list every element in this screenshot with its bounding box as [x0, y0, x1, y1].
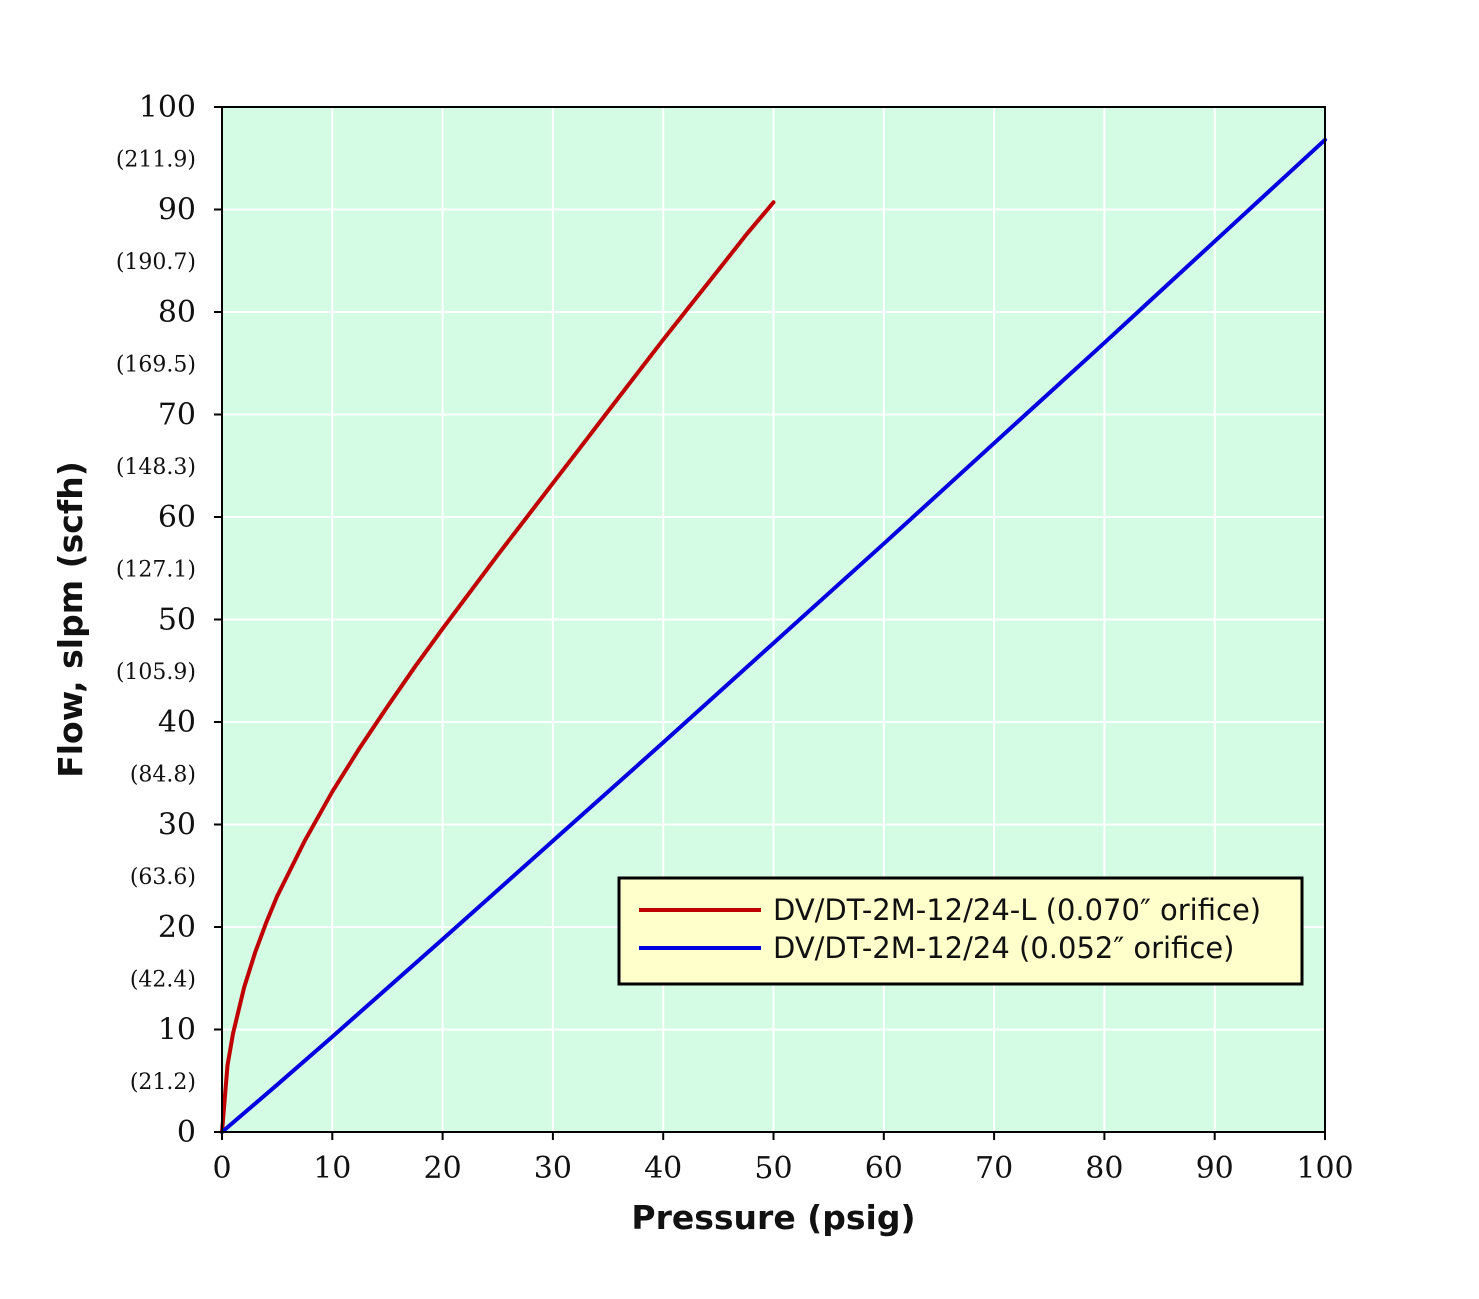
x-tick-label: 80: [1085, 1151, 1123, 1186]
y-secondary-tick-label: (84.8): [130, 762, 196, 787]
legend: DV/DT-2M-12/24-L (0.070″ orifice) DV/DT-2…: [617, 876, 1304, 986]
y-secondary-tick-label: (42.4): [130, 967, 196, 992]
y-tick-label: 90: [158, 193, 196, 228]
y-tick-label: 100: [139, 90, 196, 125]
y-tick-label: 50: [158, 603, 196, 638]
legend-label-1: DV/DT-2M-12/24-L (0.070″ orifice): [773, 893, 1261, 927]
x-tick-label: 50: [754, 1151, 792, 1186]
x-axis-title: Pressure (psig): [631, 1198, 915, 1237]
legend-box: [617, 876, 1304, 986]
x-tick-label: 30: [534, 1151, 572, 1186]
y-tick-label: 30: [158, 808, 196, 843]
y-secondary-tick-label: (63.6): [130, 865, 196, 890]
series-line-1: [220, 200, 776, 1134]
y-secondary-tick-label: (190.7): [116, 250, 196, 275]
y-tick-label: 0: [177, 1115, 196, 1150]
y-secondary-tick-label: (21.2): [130, 1070, 196, 1095]
y-tick-label: 80: [158, 295, 196, 330]
x-tick-label: 10: [313, 1151, 351, 1186]
x-tick-label: 60: [865, 1151, 903, 1186]
y-tick-label: 10: [158, 1013, 196, 1048]
y-axis-title: Flow, slpm (scfh): [51, 461, 90, 778]
y-tick-label: 60: [158, 500, 196, 535]
series-layer: [220, 137, 1327, 1134]
x-tick-label: 40: [644, 1151, 682, 1186]
x-tick-label: 70: [975, 1151, 1013, 1186]
y-secondary-tick-label: (105.9): [116, 660, 196, 685]
y-secondary-tick-label: (127.1): [116, 557, 196, 582]
legend-label-2: DV/DT-2M-12/24 (0.052″ orifice): [773, 931, 1234, 965]
x-tick-label: 0: [212, 1151, 231, 1186]
y-secondary-tick-label: (148.3): [116, 455, 196, 480]
y-tick-label: 20: [158, 910, 196, 945]
y-tick-label: 70: [158, 398, 196, 433]
y-secondary-tick-label: (169.5): [116, 352, 196, 377]
series-line-2: [220, 137, 1327, 1134]
y-secondary-tick-label: (211.9): [116, 147, 196, 172]
x-tick-label: 90: [1196, 1151, 1234, 1186]
axis-ticks: 0 10 20 30 40 50 60 70 80 90 100 0 10 20 30 40 50 60 70 80 9…: [116, 90, 1354, 1186]
y-tick-label: 40: [158, 705, 196, 740]
x-tick-label: 20: [424, 1151, 462, 1186]
x-tick-label: 100: [1296, 1151, 1353, 1186]
